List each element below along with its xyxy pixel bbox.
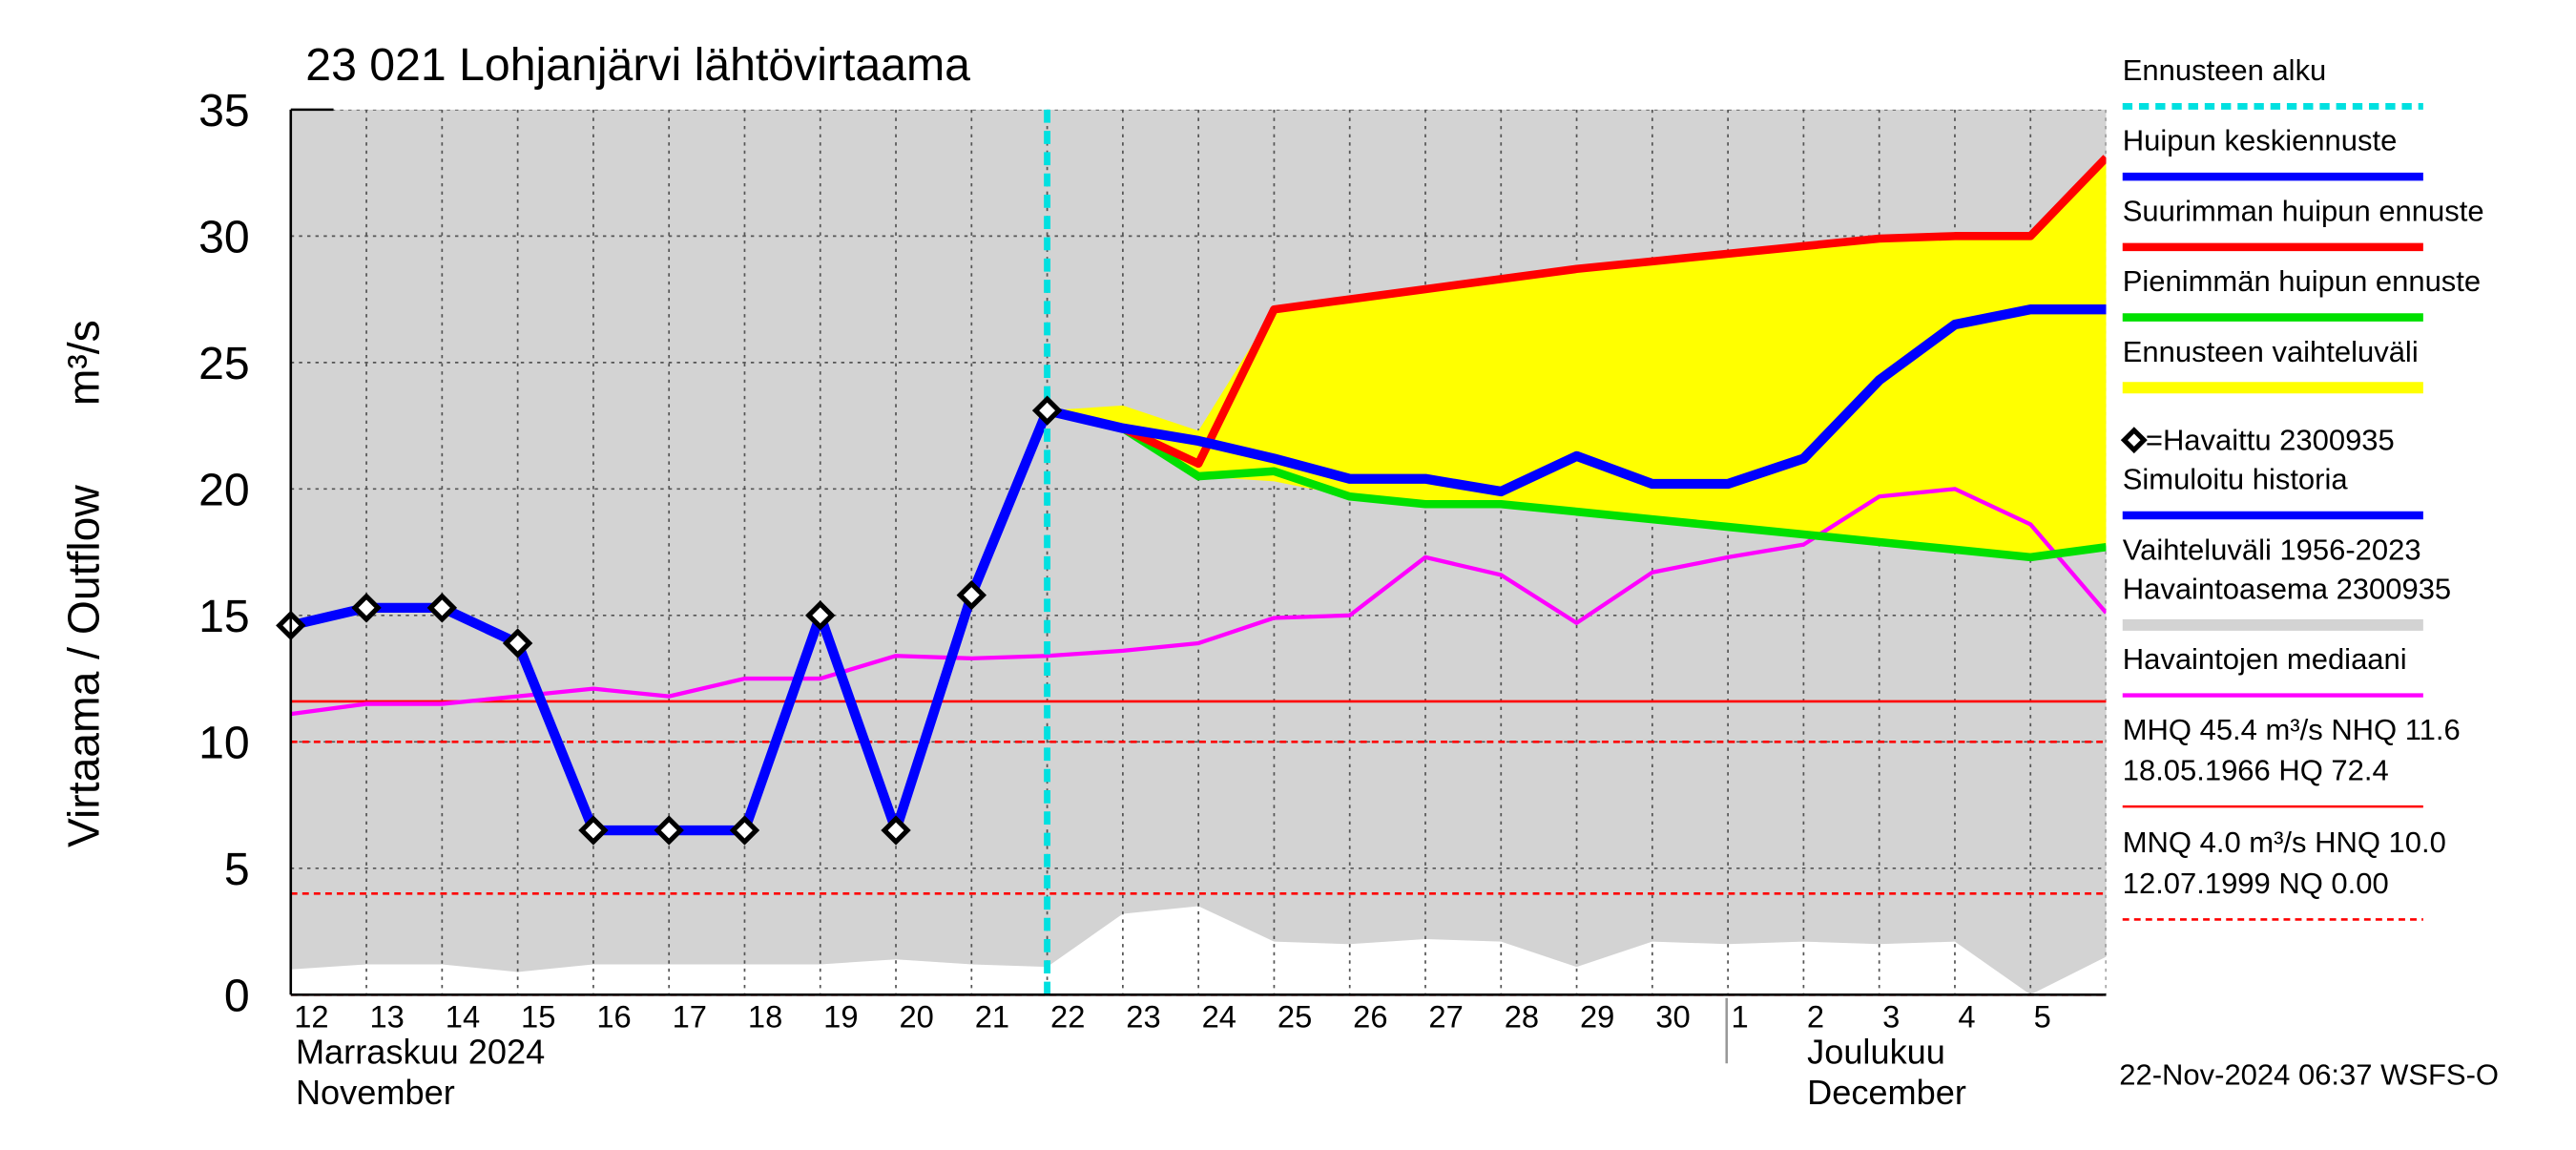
- x-tick-label: 4: [1958, 999, 1975, 1035]
- x-tick-label: 25: [1278, 999, 1312, 1035]
- x-tick-label: 14: [446, 999, 480, 1035]
- x-tick-label: 23: [1126, 999, 1160, 1035]
- observed-marker: [956, 579, 987, 611]
- y-axis-unit: m³/s: [58, 320, 108, 406]
- x-tick-label: 18: [748, 999, 782, 1035]
- observed-marker: [426, 593, 458, 623]
- legend-stat: MHQ 45.4 m³/s NHQ 11.6: [2123, 713, 2461, 746]
- x-tick-label: 15: [521, 999, 555, 1035]
- x-tick-label: 19: [823, 999, 858, 1035]
- month-label: Marraskuu 2024: [296, 1032, 545, 1071]
- observed-marker: [654, 815, 684, 846]
- observed-marker: [351, 593, 382, 623]
- series-line: [1046, 304, 2107, 497]
- legend-label: Huipun keskiennuste: [2123, 124, 2398, 157]
- x-tick-label: 27: [1428, 999, 1463, 1035]
- observed-marker: [805, 600, 836, 631]
- y-tick-label: 30: [198, 212, 250, 263]
- chart-title: 23 021 Lohjanjärvi lähtövirtaama: [305, 39, 970, 91]
- month-label: November: [296, 1073, 455, 1112]
- legend-label: =Havaittu 2300935: [2146, 423, 2395, 456]
- y-tick-label: 20: [198, 465, 250, 516]
- legend-label: Pienimmän huipun ennuste: [2123, 264, 2481, 298]
- y-tick-label: 25: [198, 338, 250, 389]
- month-label: Joulukuu: [1807, 1032, 1945, 1071]
- legend-label: Vaihteluväli 1956-2023: [2123, 533, 2421, 566]
- series-line: [1046, 407, 2107, 562]
- month-label: December: [1807, 1073, 1966, 1112]
- observed-marker: [578, 815, 609, 846]
- series-line: [1046, 155, 2107, 469]
- legend-label: Havaintojen mediaani: [2123, 642, 2407, 676]
- x-tick-label: 2: [1807, 999, 1824, 1035]
- x-tick-label: 5: [2034, 999, 2051, 1035]
- x-tick-label: 26: [1353, 999, 1387, 1035]
- x-tick-label: 28: [1505, 999, 1539, 1035]
- x-tick-label: 16: [596, 999, 631, 1035]
- legend-label: Suurimman huipun ennuste: [2123, 194, 2484, 227]
- forecast-band: [1047, 157, 2107, 557]
- x-tick-label: 21: [975, 999, 1009, 1035]
- observed-marker: [729, 815, 760, 846]
- y-axis-label: Virtaama / Outflow: [58, 485, 108, 847]
- legend-stat: 18.05.1966 HQ 72.4: [2123, 754, 2389, 787]
- x-tick-label: 24: [1202, 999, 1236, 1035]
- x-tick-label: 30: [1655, 999, 1690, 1035]
- y-tick-label: 10: [198, 718, 250, 769]
- legend-marker: [2120, 427, 2148, 454]
- series-line: [290, 487, 2107, 717]
- legend-label: Simuloitu historia: [2123, 463, 2349, 496]
- legend-label: Ennusteen vaihteluväli: [2123, 335, 2419, 368]
- legend-stat: MNQ 4.0 m³/s HNQ 10.0: [2123, 826, 2446, 859]
- observed-marker: [1031, 395, 1063, 426]
- timestamp: 22-Nov-2024 06:37 WSFS-O: [2119, 1058, 2499, 1092]
- legend-stat: 12.07.1999 NQ 0.00: [2123, 867, 2389, 900]
- x-tick-label: 1: [1732, 999, 1749, 1035]
- y-tick-label: 15: [198, 591, 250, 642]
- y-tick-label: 35: [198, 85, 250, 136]
- observed-marker: [502, 628, 533, 659]
- x-tick-label: 17: [673, 999, 707, 1035]
- legend-label: Havaintoasema 2300935: [2123, 572, 2451, 605]
- x-tick-label: 12: [294, 999, 328, 1035]
- x-tick-label: 22: [1050, 999, 1085, 1035]
- observed-marker: [881, 815, 911, 846]
- x-tick-label: 3: [1882, 999, 1900, 1035]
- x-tick-label: 20: [899, 999, 933, 1035]
- x-tick-label: 29: [1580, 999, 1614, 1035]
- y-tick-label: 5: [224, 844, 250, 895]
- y-tick-label: 0: [224, 971, 250, 1022]
- x-tick-label: 13: [370, 999, 405, 1035]
- legend-label: Ennusteen alku: [2123, 53, 2327, 87]
- plot-area: [290, 109, 2107, 996]
